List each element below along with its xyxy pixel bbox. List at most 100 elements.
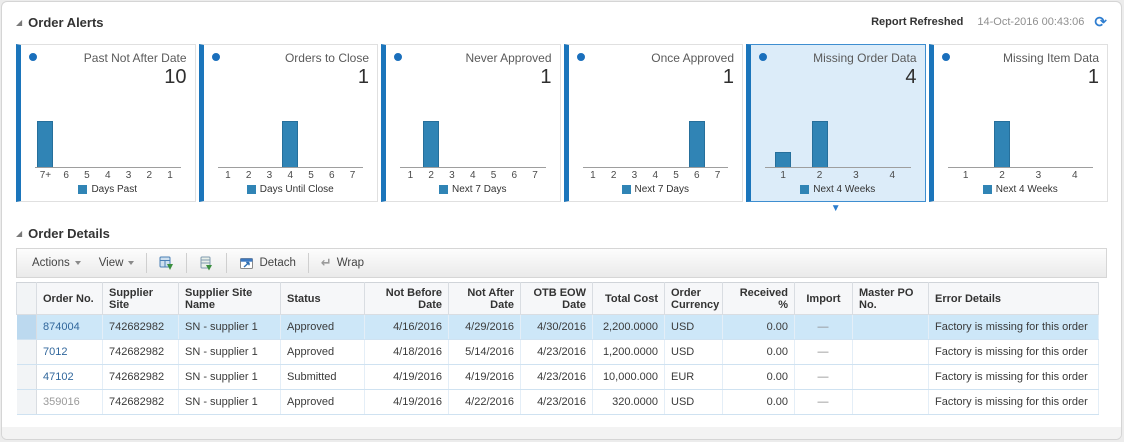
- bar: [775, 152, 792, 167]
- x-tick-label: 4: [104, 170, 111, 181]
- order-alerts-header[interactable]: ◢ Order Alerts Report Refreshed 14-Oct-2…: [2, 2, 1121, 42]
- refresh-icon[interactable]: ⟳: [1094, 13, 1107, 31]
- table-row[interactable]: 359016 742682982 SN - supplier 1 Approved 4/…: [16, 389, 1099, 415]
- column-header-order-no[interactable]: Order No.: [36, 282, 103, 315]
- cell-supplier-site: 742682982: [102, 314, 179, 340]
- alert-card-title: Past Not After Date: [83, 51, 187, 65]
- column-header-error-details[interactable]: Error Details: [928, 282, 1099, 315]
- column-header-otb-eow-date[interactable]: OTB EOW Date: [520, 282, 593, 315]
- chart-column: [666, 119, 687, 167]
- export-icon: [159, 256, 174, 270]
- alert-card[interactable]: Never Approved 1 1 2 3 4 5 6 7 Next 7 Days: [381, 44, 561, 202]
- legend-label: Next 4 Weeks: [813, 184, 876, 195]
- alert-card-title: Missing Item Data: [1002, 51, 1099, 65]
- row-header-cell[interactable]: [16, 389, 37, 415]
- alert-card[interactable]: Once Approved 1 1 2 3 4 5 6 7 Next 7 Days: [563, 44, 743, 202]
- table-toolbar: Actions View: [16, 248, 1107, 278]
- row-header-cell[interactable]: [16, 364, 37, 390]
- cell-status: Approved: [280, 314, 365, 340]
- detach-button[interactable]: Detach: [230, 252, 304, 274]
- column-header-order-currency[interactable]: Order Currency: [664, 282, 723, 315]
- export-button[interactable]: [150, 252, 183, 274]
- table-row[interactable]: 874004 742682982 SN - supplier 1 Approved 4/…: [16, 314, 1099, 340]
- view-menu-button[interactable]: View: [90, 252, 144, 274]
- x-tick-label: 2: [816, 170, 823, 181]
- column-header-supplier-site[interactable]: Supplier Site: [102, 282, 179, 315]
- cell-status: Submitted: [280, 364, 365, 390]
- chart-x-tick-labels: 1 2 3 4 5 6 7: [583, 170, 729, 181]
- alert-card[interactable]: Missing Item Data 1 1 2 3 4 Next 4 Weeks: [928, 44, 1108, 202]
- alert-mini-bar-chart: 1 2 3 4 5 6 7 Next 7 Days: [394, 119, 552, 197]
- column-header-not-after-date[interactable]: Not After Date: [448, 282, 521, 315]
- cell-received: 0.00: [722, 389, 795, 415]
- alert-card[interactable]: Past Not After Date 10 7+ 6 5 4 3 2 1 Days Pas…: [16, 44, 196, 202]
- column-header-supplier-site-name[interactable]: Supplier Site Name: [178, 282, 281, 315]
- column-header-status[interactable]: Status: [280, 282, 365, 315]
- bar: [811, 121, 828, 167]
- chart-column: [301, 119, 322, 167]
- x-tick-label: 2: [245, 170, 252, 181]
- cell-order-currency: USD: [664, 339, 723, 365]
- x-tick-label: 3: [631, 170, 638, 181]
- actions-menu-label: Actions: [32, 257, 70, 269]
- row-header-cell[interactable]: [16, 339, 37, 365]
- order-details-header[interactable]: ◢ Order Details: [2, 220, 1121, 246]
- toolbar-separator: [186, 253, 188, 273]
- chart-column: [483, 119, 504, 167]
- x-tick-label: 7+: [39, 170, 52, 181]
- cell-master-po-no: [852, 339, 929, 365]
- alert-mini-bar-chart: 1 2 3 4 5 6 7 Days Until Close: [212, 119, 370, 197]
- legend-label: Next 7 Days: [452, 184, 507, 195]
- chart-column: [238, 119, 259, 167]
- chart-x-tick-labels: 1 2 3 4 5 6 7: [400, 170, 546, 181]
- target-donut-icon: [211, 53, 220, 61]
- x-tick-label: 7: [349, 170, 356, 181]
- row-header-cell[interactable]: [16, 314, 37, 340]
- cell-supplier-site: 742682982: [102, 339, 179, 365]
- cell-otb-eow-date: 4/23/2016: [520, 389, 593, 415]
- cell-order-currency: EUR: [664, 364, 723, 390]
- alert-card-count: 1: [722, 65, 734, 88]
- panel-footer: [2, 427, 1121, 439]
- chart-plot-area: [35, 119, 181, 167]
- export-to-spreadsheet-button[interactable]: [190, 252, 223, 274]
- x-tick-label: 3: [853, 170, 859, 181]
- column-header-master-po-no[interactable]: Master PO No.: [852, 282, 929, 315]
- cell-supplier-site-name: SN - supplier 1: [178, 314, 281, 340]
- table-row[interactable]: 47102 742682982 SN - supplier 1 Submitted 4/…: [16, 364, 1099, 390]
- x-tick-label: 1: [590, 170, 596, 181]
- column-header-received[interactable]: Received %: [722, 282, 795, 315]
- x-tick-label: 4: [652, 170, 659, 181]
- chart-column: [948, 119, 984, 167]
- order-number-link[interactable]: 7012: [43, 346, 68, 358]
- actions-menu-button[interactable]: Actions: [23, 252, 90, 274]
- wrap-label: Wrap: [336, 257, 365, 269]
- chart-column: [160, 119, 181, 167]
- alert-card-title: Missing Order Data: [813, 51, 917, 65]
- wrap-button[interactable]: ↵ Wrap: [312, 252, 373, 274]
- order-number-link[interactable]: 874004: [43, 321, 80, 333]
- table-row[interactable]: 7012 742682982 SN - supplier 1 Approved 4/18…: [16, 339, 1099, 365]
- cell-total-cost: 1,200.0000: [592, 339, 665, 365]
- x-tick-label: 6: [63, 170, 69, 181]
- order-number-link[interactable]: 47102: [43, 371, 74, 383]
- cell-supplier-site-name: SN - supplier 1: [178, 339, 281, 365]
- disclosure-triangle-icon[interactable]: ◢: [16, 17, 23, 27]
- disclosure-triangle-icon[interactable]: ◢: [16, 228, 23, 238]
- cell-order-no: 7012: [36, 339, 103, 365]
- chart-column: [765, 119, 801, 167]
- cell-total-cost: 10,000.000: [592, 364, 665, 390]
- toolbar-separator: [146, 253, 148, 273]
- x-tick-label: 5: [673, 170, 679, 181]
- column-header-not-before-date[interactable]: Not Before Date: [364, 282, 449, 315]
- x-tick-label: 7: [532, 170, 538, 181]
- column-header-import[interactable]: Import: [794, 282, 853, 315]
- bar: [423, 121, 440, 167]
- x-tick-label: 1: [962, 170, 969, 181]
- row-header-column-header: [16, 282, 37, 315]
- x-tick-label: 6: [329, 170, 335, 181]
- chart-legend: Days Until Close: [212, 184, 370, 197]
- column-header-total-cost[interactable]: Total Cost: [592, 282, 665, 315]
- alert-card[interactable]: Missing Order Data 4 1 2 3 4 Next 4 Weeks: [746, 44, 926, 202]
- alert-card[interactable]: Orders to Close 1 1 2 3 4 5 6 7 Days Until Clo…: [198, 44, 378, 202]
